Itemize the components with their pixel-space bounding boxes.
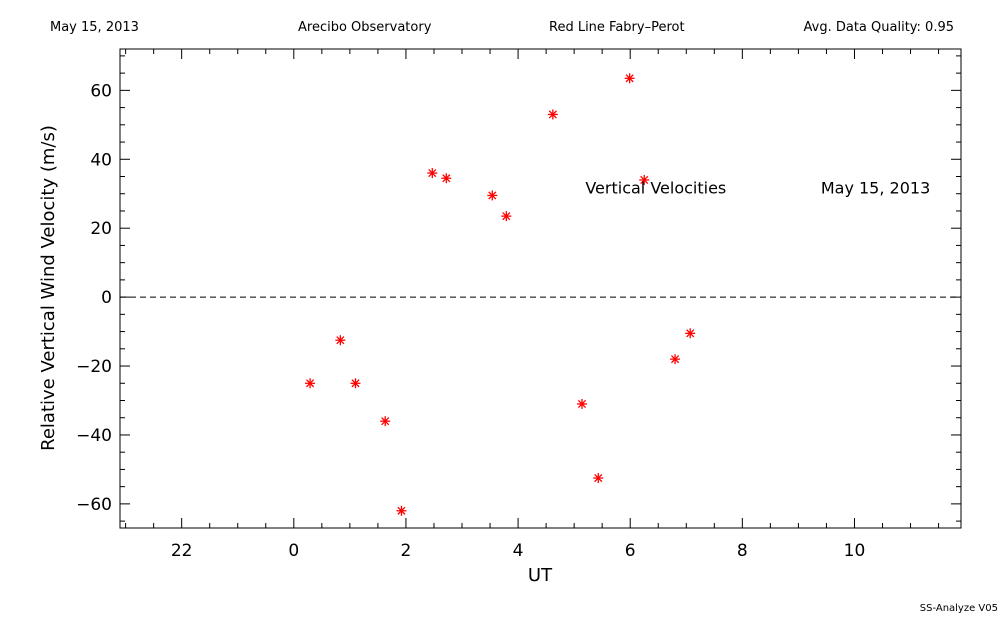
data-point xyxy=(670,354,681,365)
asterisk-stroke xyxy=(336,336,345,345)
data-point xyxy=(305,378,316,389)
data-point xyxy=(593,473,604,484)
asterisk-stroke xyxy=(671,355,680,364)
y-tick-label: −60 xyxy=(76,495,112,515)
plot-frame xyxy=(119,48,962,529)
version-label: SS-Analyze V05 xyxy=(920,603,998,614)
asterisk-stroke xyxy=(442,174,451,183)
y-tick-label: 0 xyxy=(101,288,112,308)
data-point xyxy=(441,173,452,184)
data-point xyxy=(576,398,587,409)
data-point xyxy=(487,190,498,201)
y-tick-label: −40 xyxy=(76,426,112,446)
data-point xyxy=(624,73,635,84)
header-instrument: Red Line Fabry–Perot xyxy=(549,20,685,35)
asterisk-stroke xyxy=(686,329,695,338)
asterisk-stroke xyxy=(577,399,587,409)
header-site: Arecibo Observatory xyxy=(298,20,432,35)
x-tick-label: 22 xyxy=(171,541,193,561)
header-quality: Avg. Data Quality: 0.95 xyxy=(804,20,954,35)
x-tick-label: 4 xyxy=(513,541,524,561)
x-tick-label: 8 xyxy=(737,541,748,561)
y-tick-label: 20 xyxy=(90,219,112,239)
x-axis: 22 0 2 4 6 8 10 xyxy=(125,49,940,561)
asterisk-stroke xyxy=(502,212,511,221)
x-tick-label: 2 xyxy=(401,541,412,561)
data-point xyxy=(685,328,696,339)
x-axis-title: UT xyxy=(528,565,553,586)
data-point xyxy=(427,168,438,179)
asterisk-stroke xyxy=(428,168,437,178)
annotations: Vertical Velocities May 15, 2013 xyxy=(585,179,930,198)
data-points xyxy=(305,73,696,516)
data-point xyxy=(380,416,391,427)
plot-border xyxy=(119,48,962,529)
header-date: May 15, 2013 xyxy=(50,20,139,35)
asterisk-stroke xyxy=(594,473,603,483)
y-axis: −60 −40 −20 0 20 40 60 xyxy=(76,55,961,522)
data-point xyxy=(639,174,650,185)
x-tick-label: 6 xyxy=(625,541,636,561)
asterisk-stroke xyxy=(381,417,390,426)
data-point xyxy=(350,378,361,389)
data-point xyxy=(501,211,512,222)
y-tick-label: 60 xyxy=(90,81,112,101)
y-axis-title: Relative Vertical Wind Velocity (m/s) xyxy=(38,125,59,451)
asterisk-stroke xyxy=(488,191,497,200)
y-tick-label: −20 xyxy=(76,357,112,377)
asterisk-stroke xyxy=(548,110,557,119)
y-tick-label: 40 xyxy=(90,150,112,170)
asterisk-stroke xyxy=(640,175,649,185)
x-tick-label: 10 xyxy=(844,541,866,561)
annotation-label: Vertical Velocities xyxy=(585,179,726,198)
asterisk-stroke xyxy=(306,379,315,388)
data-point xyxy=(335,335,346,346)
data-point xyxy=(396,505,407,516)
asterisk-stroke xyxy=(351,379,360,388)
x-tick-label: 0 xyxy=(288,541,299,561)
data-point xyxy=(547,109,558,120)
annotation-label: May 15, 2013 xyxy=(821,179,930,198)
asterisk-stroke xyxy=(397,506,406,515)
asterisk-stroke xyxy=(625,74,634,83)
